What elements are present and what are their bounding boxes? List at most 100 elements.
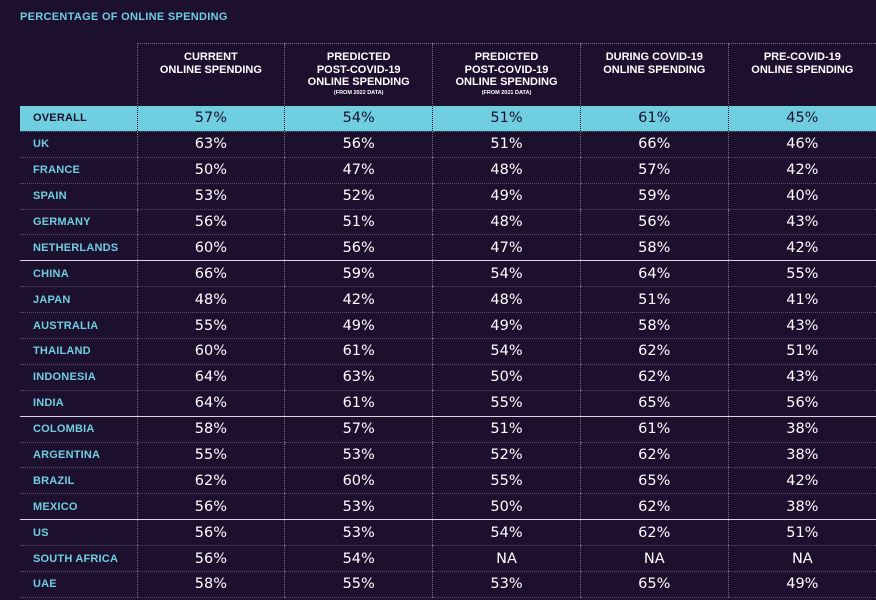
table-cell: NA [432,545,581,573]
table-cell: 48% [432,209,581,236]
table-row: SPAIN 53% 52% 49% 59% 40% [20,183,876,210]
table-cell: 59% [579,183,729,210]
table-cell: 42% [284,286,433,314]
table-cell: 43% [727,364,876,391]
column-header-line: PRE-COVID-19 [763,51,841,63]
table-cell: 53% [136,183,285,210]
column-header-line: ONLINE SPENDING [307,76,410,88]
column-header: PREDICTED POST-COVID-19 ONLINE SPENDING (FR… [284,43,433,106]
table-cell: 55% [136,442,285,469]
page-title: PERCENTAGE OF ONLINE SPENDING [20,11,228,23]
table-cell: 63% [136,131,285,158]
row-label: INDONESIA [20,364,137,391]
table-cell: 38% [727,442,876,469]
table-cell: 57% [579,157,729,184]
row-label: THAILAND [20,338,137,365]
column-header-line: POST-COVID-19 [464,63,549,76]
table-cell: 51% [432,105,581,132]
table-cell: 62% [579,364,729,391]
row-label: MEXICO [20,493,137,521]
column-header-line: PREDICTED [474,51,539,63]
table-body: OVERALL 57% 54% 51% 61% 45% UK 63% 56% 51% 66% 46% F… [20,105,876,598]
table-cell: 57% [284,415,433,443]
table-cell: 64% [136,364,285,391]
table-cell: 62% [579,442,729,469]
table-cell: 50% [432,364,581,391]
table-cell: 51% [432,131,581,158]
row-label: SOUTH AFRICA [20,545,137,573]
table-cell: 50% [432,493,581,521]
table-cell: 51% [727,338,876,365]
table-cell: 57% [136,105,285,132]
table-row: SOUTH AFRICA 56% 54% NA NA NA [20,545,876,573]
table-row: US 56% 53% 54% 62% 51% [20,519,876,547]
table-row: UK 63% 56% 51% 66% 46% [20,131,876,158]
table-cell: 65% [579,467,729,495]
overall-row: OVERALL 57% 54% 51% 61% 45% [20,105,876,132]
table-cell: 64% [579,260,729,288]
column-header: CURRENT ONLINE SPENDING [136,43,285,106]
table-cell: 65% [579,571,729,598]
table-cell: 52% [284,183,433,210]
spending-table: CURRENT ONLINE SPENDING PREDICTED POST-COV… [20,43,876,598]
table-cell: 51% [432,415,581,443]
table-cell: 65% [579,390,729,417]
table-cell: 55% [284,571,433,598]
table-cell: 49% [432,312,581,340]
column-header-line: POST-COVID-19 [316,63,401,76]
table-row: THAILAND 60% 61% 54% 62% 51% [20,338,876,365]
row-label: US [20,519,137,547]
table-cell: 62% [579,519,729,547]
table-cell: 54% [432,519,581,547]
table-cell: 60% [136,234,285,262]
row-label: INDIA [20,390,137,417]
row-label: ARGENTINA [20,442,137,469]
column-header-line: PREDICTED [326,51,391,63]
table-cell: 60% [136,338,285,365]
table-cell: 55% [432,467,581,495]
table-cell: 50% [136,157,285,184]
header-corner [20,44,137,106]
table-cell: 54% [284,545,433,573]
table-cell: 61% [284,390,433,417]
row-label: SPAIN [20,183,137,210]
row-label: GERMANY [20,209,137,236]
table-cell: 62% [136,467,285,495]
table-cell: 63% [284,364,433,391]
row-label: CHINA [20,260,137,288]
table-cell: 49% [727,571,876,598]
column-header-note: (FROM 2021 DATA) [481,89,532,96]
table-row: GERMANY 56% 51% 48% 56% 43% [20,209,876,236]
table-cell: 48% [136,286,285,314]
table-cell: 58% [136,571,285,598]
table-row: AUSTRALIA 55% 49% 49% 58% 43% [20,312,876,340]
column-header-line: ONLINE SPENDING [751,63,854,76]
table-row: INDIA 64% 61% 55% 65% 56% [20,390,876,417]
column-header-line: ONLINE SPENDING [159,63,262,76]
table-cell: 48% [432,286,581,314]
row-label: BRAZIL [20,467,137,495]
table-cell: 47% [432,234,581,262]
column-header: PRE-COVID-19 ONLINE SPENDING [727,43,876,106]
table-cell: 66% [136,260,285,288]
table-cell: 56% [284,234,433,262]
table-row: CHINA 66% 59% 54% 64% 55% [20,260,876,288]
row-label: AUSTRALIA [20,312,137,340]
table-row: MEXICO 56% 53% 50% 62% 38% [20,493,876,521]
column-header-line: CURRENT [184,51,238,63]
table-cell: 56% [727,390,876,417]
table-cell: 64% [136,390,285,417]
table-cell: 42% [727,467,876,495]
table-cell: 62% [579,338,729,365]
table-cell: 54% [432,338,581,365]
table-cell: 56% [284,131,433,158]
column-header: PREDICTED POST-COVID-19 ONLINE SPENDING (FR… [432,43,581,106]
table-cell: 42% [727,234,876,262]
table-cell: 59% [284,260,433,288]
table-row: COLOMBIA 58% 57% 51% 61% 38% [20,415,876,443]
row-label: NETHERLANDS [20,234,137,262]
row-label: OVERALL [20,105,137,132]
table-cell: 55% [136,312,285,340]
table-cell: 49% [432,183,581,210]
